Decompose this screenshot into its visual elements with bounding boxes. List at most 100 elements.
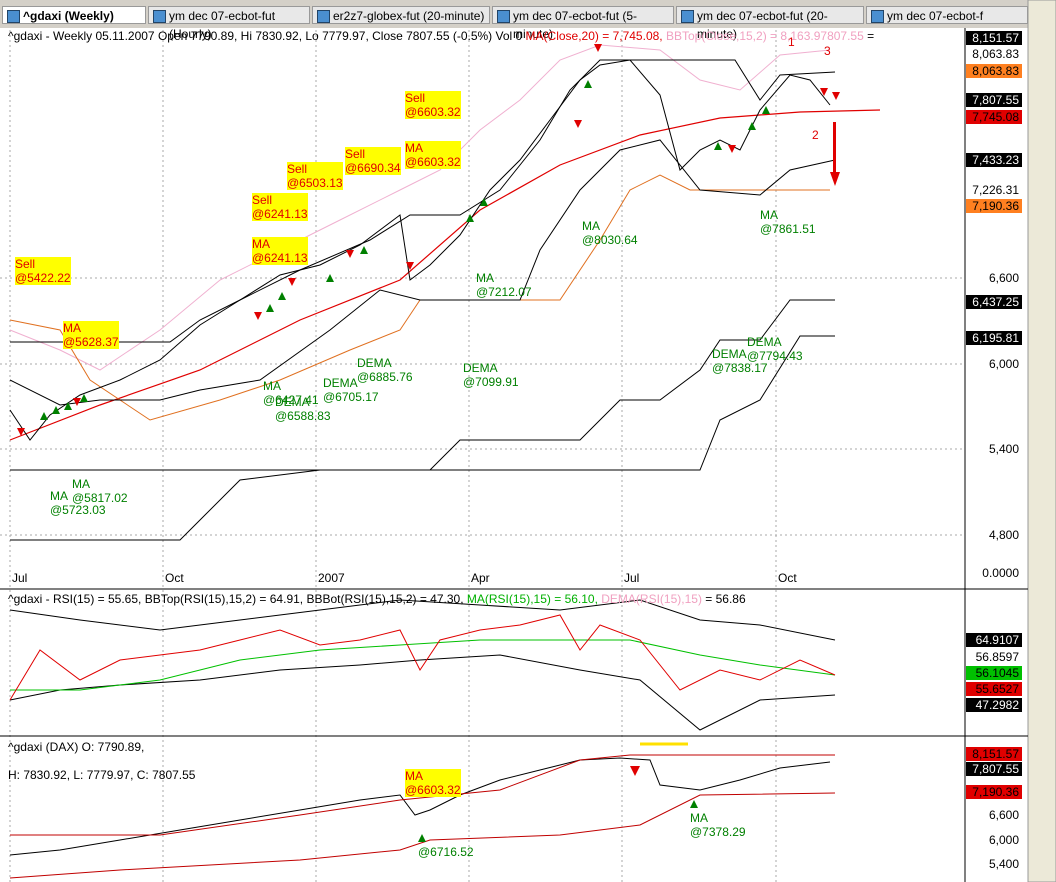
axis-label: 6,195.81 xyxy=(966,331,1022,345)
pane-borders xyxy=(0,28,1028,882)
annotation-line: DEMA xyxy=(747,335,782,349)
rsi-ma xyxy=(10,639,836,691)
toolbar xyxy=(1027,0,1056,882)
dax-header: H: 7830.92, L: 7779.97, C: 7807.55 xyxy=(8,768,196,782)
annotation-line: MA xyxy=(50,489,68,503)
tab[interactable]: ^gdaxi (Weekly) xyxy=(2,6,146,24)
x-axis-label: Apr xyxy=(471,571,490,585)
buy-arrows xyxy=(40,80,770,842)
tab[interactable]: ym dec 07-ecbot-fut (5-minute) xyxy=(492,6,674,41)
dax-band-bot xyxy=(9,792,836,879)
annotation-line: @7838.17 xyxy=(712,361,768,375)
x-axis-label: Jul xyxy=(12,571,28,585)
annotation-line: MA xyxy=(582,219,600,233)
wave-label: 1 xyxy=(788,35,795,49)
rsi-header: ^gdaxi - RSI(15) = 55.65, BBTop(RSI(15),… xyxy=(8,592,746,606)
step-upper xyxy=(10,59,836,343)
annotation-line: @6885.76 xyxy=(357,370,413,384)
annotation: DEMA @6885.76 xyxy=(357,356,413,384)
annotation: Sell @6603.32 xyxy=(405,91,461,119)
annotation: Sell @6241.13 xyxy=(252,193,308,221)
step-lower2 xyxy=(10,299,835,471)
annotation-line: MA xyxy=(760,208,778,222)
annotation: Sell @6690.34 xyxy=(345,147,401,175)
annotation-line: @5628.37 xyxy=(63,335,119,349)
wave-label: 2 xyxy=(812,128,819,142)
step-lower1 xyxy=(9,139,836,406)
axis-label: 7,745.08 xyxy=(966,110,1022,124)
axis-label: 6,600 xyxy=(988,271,1019,285)
axis-label: 8,063.83 xyxy=(966,47,1022,61)
axis-label: 7,807.55 xyxy=(966,762,1022,776)
annotation: MA @8030.64 xyxy=(582,219,638,247)
annotation-line: @6427.41 xyxy=(263,393,319,407)
annotation-line: @6603.32 xyxy=(405,105,461,119)
annotation: MA @6427.41 xyxy=(263,379,319,407)
annotation-line: @6241.13 xyxy=(252,207,308,221)
annotation-line: @6690.34 xyxy=(345,161,401,175)
axis-label: 6,600 xyxy=(988,808,1019,822)
annotation-line: DEMA xyxy=(275,395,310,409)
annotation-line: @5817.02 xyxy=(72,491,128,505)
axis-label: 6,437.25 xyxy=(966,295,1022,309)
annotation: MA @7212.07 xyxy=(476,271,532,299)
axis-label: 7,190.36 xyxy=(966,785,1022,799)
annotation-line: @7794.43 xyxy=(747,349,803,363)
annotation-line: MA xyxy=(263,379,281,393)
header-part: = 56.86 xyxy=(701,592,746,606)
header-part: ^gdaxi - Weekly 05.11.2007 Open 7790.89,… xyxy=(8,29,526,43)
axis-label: 5,400 xyxy=(988,442,1019,456)
price-line xyxy=(9,59,831,441)
axis-label: 7,226.31 xyxy=(972,183,1019,197)
header-part: MA(Close,20) = 7,745.08, xyxy=(525,29,666,43)
axis-label: 8,063.83 xyxy=(966,64,1022,78)
tab[interactable]: ym dec 07-ecbot-f xyxy=(866,6,1028,24)
annotation-line: DEMA xyxy=(463,361,498,375)
annotation-line: Sell xyxy=(345,147,366,161)
rsi-bb-top xyxy=(9,599,836,641)
annotation-line: MA xyxy=(72,477,90,491)
annotation-line: Sell xyxy=(405,91,426,105)
annotation-line: Sell xyxy=(252,193,273,207)
annotation-line: DEMA xyxy=(323,376,358,390)
grid xyxy=(0,30,965,882)
axis-label: 8,151.57 xyxy=(966,31,1022,45)
annotation-line: MA xyxy=(690,811,708,825)
annotation: DEMA @7099.91 xyxy=(463,361,519,389)
wave-label: 3 xyxy=(824,44,831,58)
tab[interactable]: ym dec 07-ecbot-fut (20-minute) xyxy=(676,6,864,41)
annotation: MA @6603.32 xyxy=(405,141,461,169)
x-axis-label: Oct xyxy=(778,571,797,585)
tab[interactable]: ym dec 07-ecbot-fut (Hourly) xyxy=(148,6,310,41)
annotation: MA @5628.37 xyxy=(63,321,119,349)
tab[interactable]: er2z7-globex-fut (20-minute) xyxy=(312,6,490,24)
annotation-line: @6705.17 xyxy=(323,390,379,404)
ma-line xyxy=(9,109,881,441)
annotation: Sell @5422.22 xyxy=(15,257,71,285)
ema-line xyxy=(9,174,830,421)
annotation-line: MA xyxy=(476,271,494,285)
axis-label: 56.1045 xyxy=(966,666,1022,680)
axis-label: 0.0000 xyxy=(982,566,1019,580)
axis-label: 8,151.57 xyxy=(966,747,1022,761)
rsi-line xyxy=(9,614,836,701)
annotation: Sell @6503.13 xyxy=(287,162,343,190)
axis-label: 7,433.23 xyxy=(966,153,1022,167)
header-part: MA(RSI(15),15) = 56.10, xyxy=(466,592,602,606)
axis-label: 7,190.36 xyxy=(966,199,1022,213)
axis-label: 47.2982 xyxy=(966,698,1022,712)
axis-label: 5,400 xyxy=(988,857,1019,871)
annotation-line: MA xyxy=(252,237,270,251)
annotation-line: @5422.22 xyxy=(15,271,71,285)
annotation: MA @7861.51 xyxy=(760,208,816,236)
axis-label: 7,807.55 xyxy=(966,93,1022,107)
annotation-line: MA xyxy=(63,321,81,335)
annotation-line: @6588.83 xyxy=(275,409,331,423)
annotation-line: @6503.13 xyxy=(287,176,343,190)
annotation-line: Sell xyxy=(287,162,308,176)
annotation-line: @6603.32 xyxy=(405,155,461,169)
header-part: 7807.55 xyxy=(820,29,864,43)
annotation: MA @5723.03 xyxy=(50,489,106,517)
axis-label: 6,000 xyxy=(988,833,1019,847)
